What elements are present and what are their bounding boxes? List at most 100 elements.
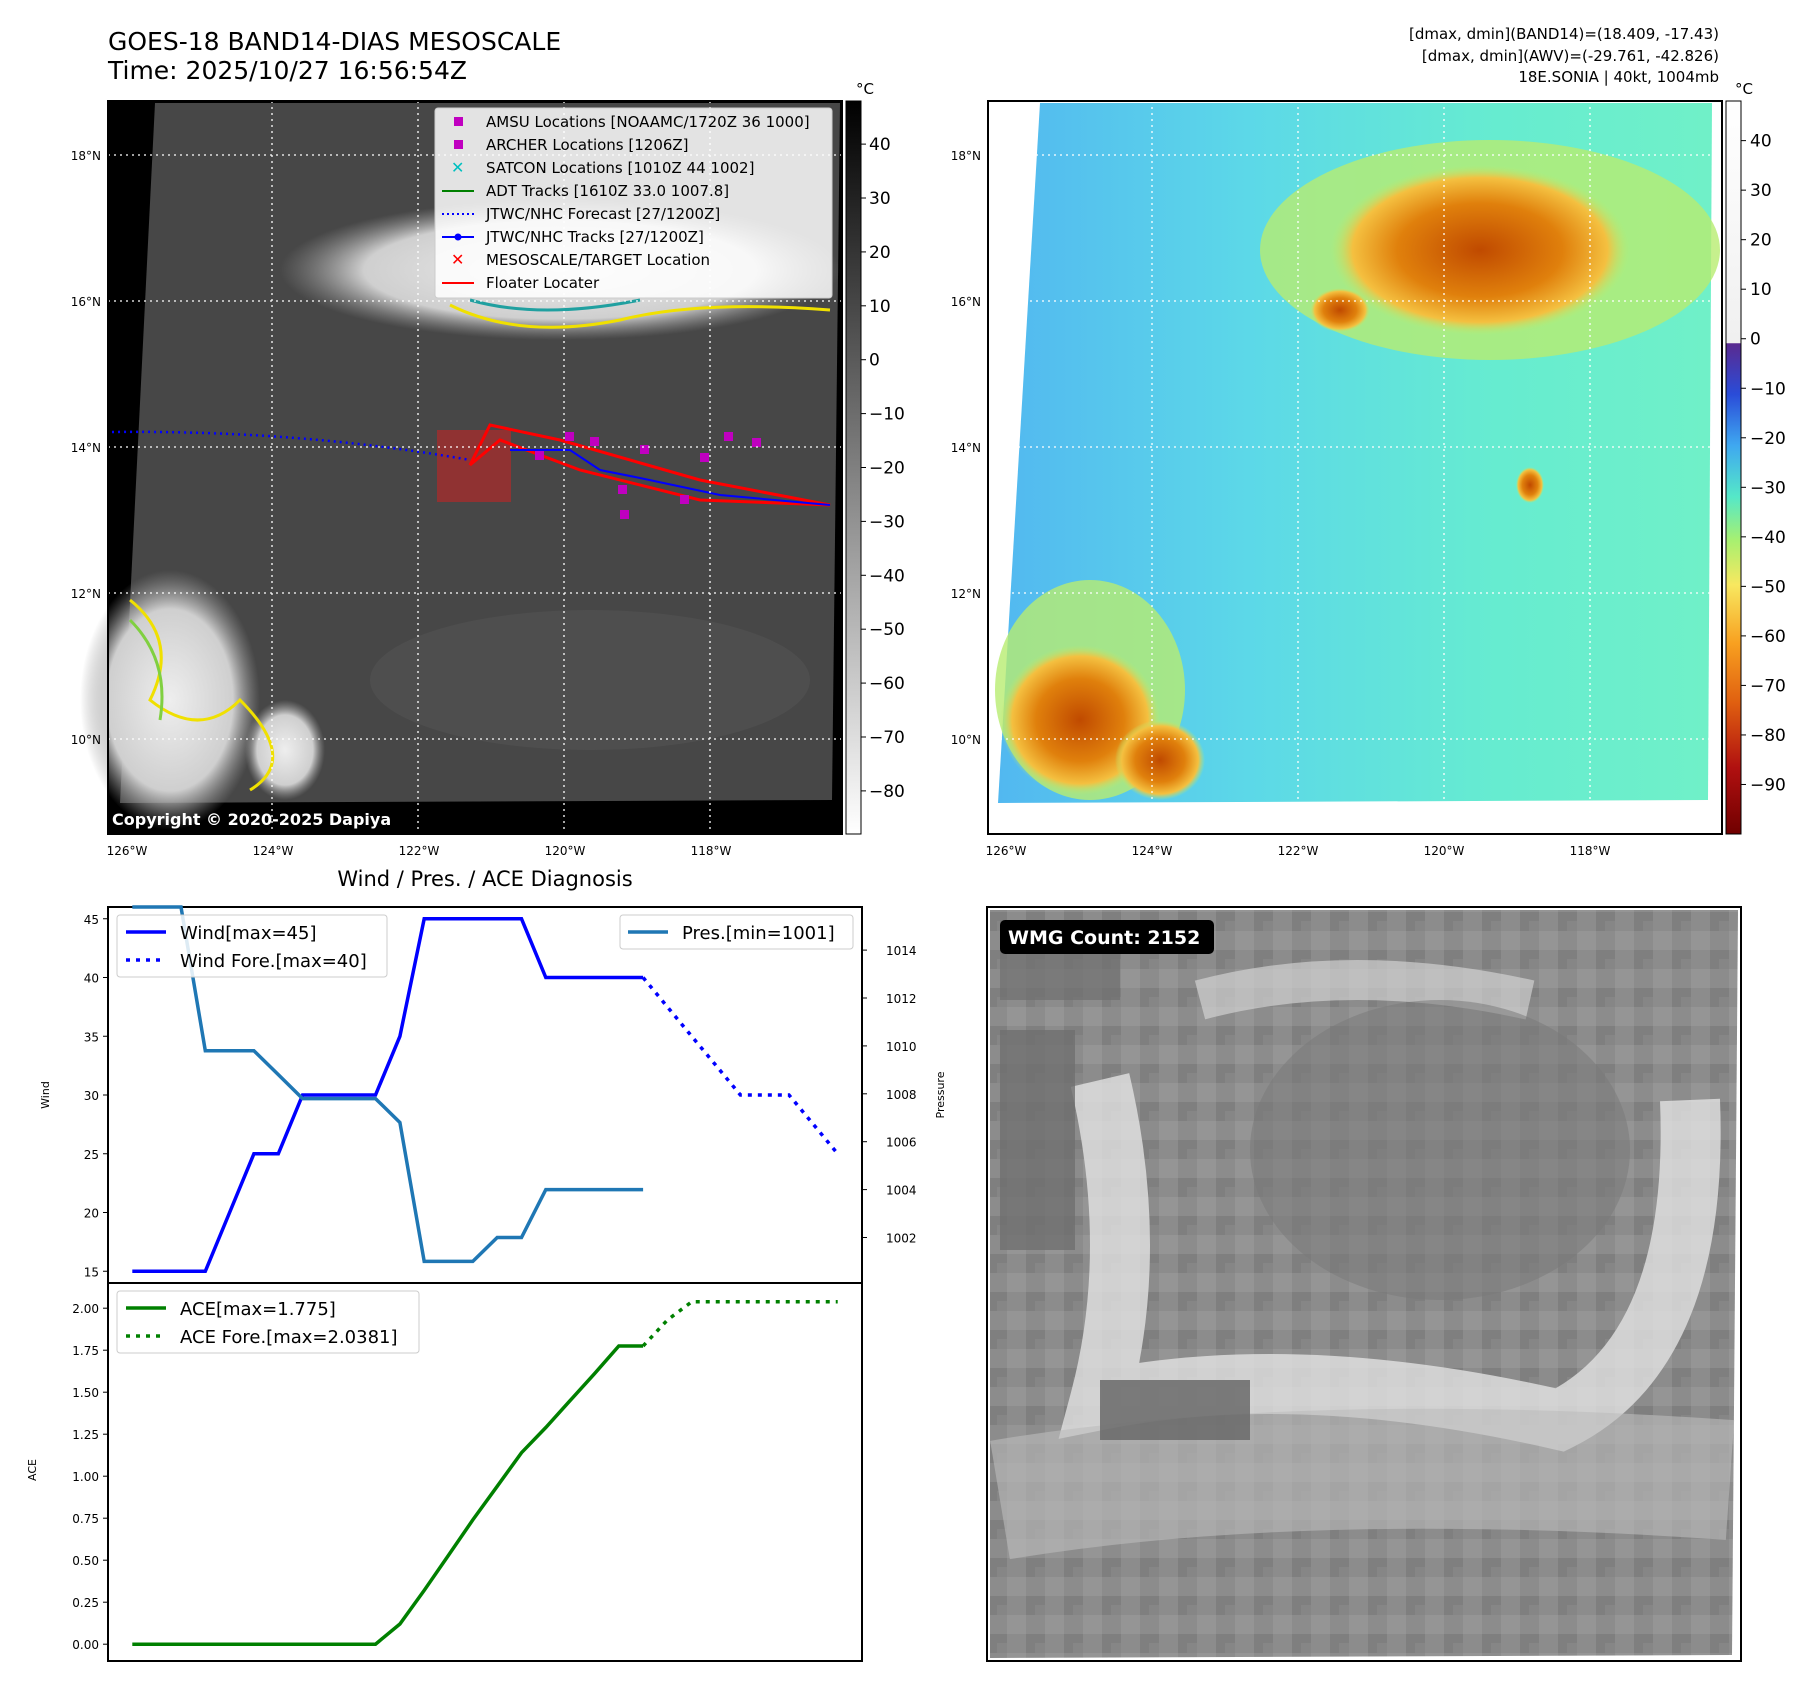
lat-tick-left: 14°N	[71, 441, 101, 455]
gray-colorbar-unit: °C	[856, 80, 874, 98]
lon-tick-left: 118°W	[691, 844, 732, 858]
lat-tick-right: 16°N	[951, 295, 981, 309]
gray-colorbar-tick: −80	[869, 782, 905, 802]
legend-floater: Floater Locater	[486, 274, 600, 292]
color-colorbar-ticks: 40 30 20 10 0 −10 −20 −30 −40 −50 −60 −70 −80 −90	[1741, 132, 1786, 795]
lon-tick-right: 120°W	[1424, 844, 1465, 858]
color-colorbar-tick: −60	[1750, 627, 1786, 647]
legend-forecast: JTWC/NHC Forecast [27/1200Z]	[485, 205, 720, 223]
wind-ylabel: Wind	[39, 1081, 52, 1109]
pressure-ytick: 1012	[886, 992, 917, 1006]
wmg-label-box	[1000, 920, 1214, 954]
gray-colorbar	[845, 100, 862, 835]
gray-colorbar-tick: 20	[869, 243, 891, 263]
ace-ytick: 0.50	[72, 1554, 99, 1568]
lat-tick-right: 18°N	[951, 149, 981, 163]
lon-tick-right: 118°W	[1570, 844, 1611, 858]
legend-satcon: SATCON Locations [1010Z 44 1002]	[486, 159, 754, 177]
wind-ytick: 20	[84, 1207, 99, 1221]
ace-ytick: 0.25	[72, 1596, 99, 1610]
gray-colorbar-tick: −50	[869, 620, 905, 640]
gray-colorbar-tick: −60	[869, 674, 905, 694]
lat-tick-left: 18°N	[71, 149, 101, 163]
gray-colorbar-tick: 10	[869, 297, 891, 317]
figure-title-line2: Time: 2025/10/27 16:56:54Z	[107, 56, 467, 85]
pressure-ytick: 1006	[886, 1136, 917, 1150]
ace-ytick: 2.00	[72, 1302, 99, 1316]
ace-ytick: 1.25	[72, 1428, 99, 1442]
legend-target: MESOSCALE/TARGET Location	[486, 251, 710, 269]
color-colorbar-tick: 20	[1750, 231, 1772, 251]
stats-line1: [dmax, dmin](BAND14)=(18.409, -17.43)	[1409, 25, 1719, 43]
legend-ace-fore: ACE Fore.[max=2.0381]	[180, 1327, 398, 1348]
gray-colorbar-ticks: 40 30 20 10 0 −10 −20 −30 −40 −50 −60 −70 −80	[861, 135, 905, 802]
color-colorbar-tick: −40	[1750, 528, 1786, 548]
gray-colorbar-tick: 30	[869, 189, 891, 209]
jtwc-best-track	[510, 449, 831, 506]
lon-tick-left: 122°W	[399, 844, 440, 858]
lon-tick-right: 126°W	[986, 844, 1027, 858]
amsu-markers	[535, 432, 761, 519]
map-axis-ticks: 18°N 18°N 16°N 16°N 14°N 14°N 12°N 12°N 10°N 10°N…	[71, 149, 1611, 858]
color-colorbar-tick: 40	[1750, 132, 1772, 152]
wind-ytick: 30	[84, 1089, 99, 1103]
lon-tick-right: 124°W	[1132, 844, 1173, 858]
color-colorbar	[1725, 100, 1742, 835]
ace-ylabel: ACE	[26, 1459, 39, 1481]
legend-adt: ADT Tracks [1610Z 33.0 1007.8]	[486, 182, 729, 200]
wind-ytick: 35	[84, 1030, 99, 1044]
color-colorbar-tick: −10	[1750, 379, 1786, 399]
legend-wind-fore: Wind Fore.[max=40]	[180, 951, 367, 972]
pressure-ytick: 1014	[886, 944, 917, 958]
copyright-text: Copyright © 2020-2025 Dapiya	[112, 810, 391, 829]
color-colorbar-tick: 0	[1750, 330, 1761, 350]
target-x-icon: ✕	[451, 250, 464, 269]
band14-legend: AMSU Locations [NOAAMC/1720Z 36 1000] AR…	[434, 107, 833, 299]
pressure-ylabel: Pressure	[934, 1071, 947, 1118]
awv-gridlines	[988, 101, 1722, 834]
series-line-ace	[132, 1344, 644, 1646]
wmg-count-label: WMG Count: 2152	[1008, 927, 1200, 949]
ace-ytick: 0.75	[72, 1512, 99, 1526]
gray-colorbar-tick: 0	[869, 351, 880, 371]
gray-colorbar-tick: −20	[869, 459, 905, 479]
legend-archer: ARCHER Locations [1206Z]	[486, 136, 689, 154]
ace-chart: 2.00 1.75 1.50 1.25 1.00 0.75 0.50 0.25 0.00 ACE A…	[26, 1282, 863, 1662]
stats-line3: 18E.SONIA | 40kt, 1004mb	[1518, 68, 1719, 86]
lat-tick-right: 14°N	[951, 441, 981, 455]
color-colorbar-tick: −50	[1750, 577, 1786, 597]
legend-pressure: Pres.[min=1001]	[682, 923, 835, 944]
series-line-wind-fore-	[641, 976, 840, 1155]
ace-ytick: 1.50	[72, 1386, 99, 1400]
lon-tick-left: 124°W	[253, 844, 294, 858]
legend-wind: Wind[max=45]	[180, 923, 317, 944]
stats-line2: [dmax, dmin](AWV)=(-29.761, -42.826)	[1422, 47, 1719, 65]
lat-tick-left: 16°N	[71, 295, 101, 309]
gray-colorbar-tick: −40	[869, 566, 905, 586]
pressure-ytick: 1002	[886, 1231, 917, 1245]
gray-colorbar-tick: −10	[869, 405, 905, 425]
legend-tracks: JTWC/NHC Tracks [27/1200Z]	[485, 228, 704, 246]
wind-pressure-chart: 45 40 35 30 25 20 15 1014 1012 1010 1008 1006 1004 10…	[39, 905, 947, 1284]
gray-colorbar-tick: −30	[869, 512, 905, 532]
series-line-wind	[132, 917, 644, 1274]
ace-ytick: 1.75	[72, 1344, 99, 1358]
legend-ace: ACE[max=1.775]	[180, 1299, 336, 1320]
wind-ytick: 15	[84, 1265, 99, 1279]
gray-colorbar-tick: 40	[869, 135, 891, 155]
wind-ytick: 25	[84, 1148, 99, 1162]
awv-map-panel: °C 40 30 20 10 0 −10 −20 −30 −40 −50 −60 −70 −80 −90	[987, 80, 1786, 835]
lat-tick-left: 10°N	[71, 733, 101, 747]
figure-title-line1: GOES-18 BAND14-DIAS MESOSCALE	[108, 27, 561, 56]
pressure-ytick: 1008	[886, 1088, 917, 1102]
gray-colorbar-tick: −70	[869, 728, 905, 748]
color-colorbar-tick: −30	[1750, 478, 1786, 498]
pressure-ytick: 1004	[886, 1184, 917, 1198]
wmg-panel: WMG Count: 2152	[986, 906, 1742, 1662]
color-colorbar-tick: 10	[1750, 280, 1772, 300]
color-colorbar-tick: 30	[1750, 181, 1772, 201]
wind-ytick: 45	[84, 913, 99, 927]
lon-tick-right: 122°W	[1278, 844, 1319, 858]
ace-ytick: 0.00	[72, 1638, 99, 1652]
